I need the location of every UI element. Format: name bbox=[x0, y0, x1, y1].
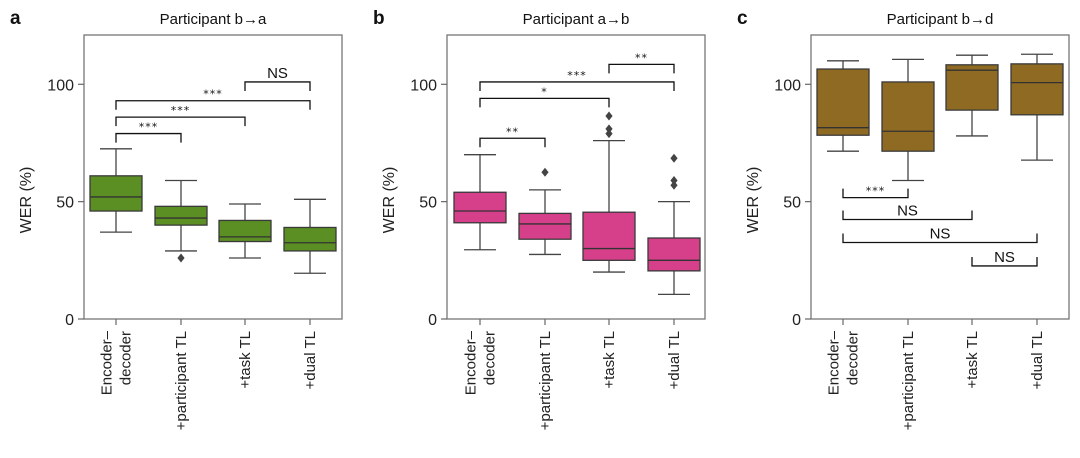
significance-bracket bbox=[479, 137, 546, 148]
y-axis-label: WER (%) bbox=[381, 167, 398, 234]
y-tick-label: 0 bbox=[65, 312, 74, 329]
box-4 bbox=[1010, 53, 1064, 161]
panel-title: Participant b→a bbox=[160, 11, 267, 28]
box-4 bbox=[283, 198, 337, 274]
x-category-label: +dual TL bbox=[666, 331, 683, 390]
iqr-box bbox=[816, 68, 870, 136]
significance-bracket bbox=[115, 132, 182, 143]
y-tick-label: 100 bbox=[47, 77, 74, 94]
box-3 bbox=[945, 54, 999, 137]
iqr-box bbox=[945, 64, 999, 111]
panel-title: Participant b→d bbox=[887, 11, 994, 28]
x-category-label: +participant TL bbox=[537, 331, 554, 430]
significance-label: NS bbox=[994, 249, 1015, 266]
x-category-label: decoder bbox=[845, 331, 862, 385]
x-category-label: Encoder– bbox=[99, 330, 116, 395]
box-1 bbox=[453, 154, 507, 251]
x-category-label: +task TL bbox=[601, 331, 618, 389]
panel-letter: c bbox=[737, 8, 748, 29]
iqr-box bbox=[89, 175, 143, 212]
iqr-box bbox=[518, 212, 572, 240]
outlier-point bbox=[605, 129, 613, 139]
significance-label: *** bbox=[866, 185, 886, 198]
significance-label: * bbox=[541, 85, 548, 98]
box-1 bbox=[89, 148, 143, 233]
x-category-label: +dual TL bbox=[302, 331, 319, 390]
x-category-label: Encoder– bbox=[463, 330, 480, 395]
x-category-label: +participant TL bbox=[173, 331, 190, 430]
significance-label: *** bbox=[139, 121, 159, 134]
outlier-point bbox=[177, 253, 185, 263]
outlier-point bbox=[541, 167, 549, 177]
y-tick-label: 0 bbox=[792, 312, 801, 329]
iqr-box bbox=[218, 219, 272, 243]
outlier-point bbox=[670, 176, 678, 186]
y-tick-label: 100 bbox=[410, 77, 437, 94]
plot-frame bbox=[446, 34, 706, 320]
significance-bracket bbox=[244, 81, 311, 91]
plot-frame bbox=[83, 34, 343, 320]
significance-bracket bbox=[842, 233, 1038, 244]
box-1 bbox=[816, 60, 870, 152]
x-category-label: Encoder– bbox=[826, 330, 843, 395]
significance-bracket bbox=[479, 81, 675, 91]
x-category-label: +task TL bbox=[964, 331, 981, 389]
iqr-box bbox=[881, 81, 935, 152]
significance-bracket bbox=[842, 210, 973, 221]
box-3 bbox=[218, 203, 272, 259]
iqr-box bbox=[154, 205, 208, 226]
significance-bracket bbox=[115, 116, 246, 127]
outlier-point bbox=[670, 153, 678, 163]
significance-label: ** bbox=[635, 51, 648, 64]
significance-bracket bbox=[479, 97, 610, 108]
iqr-box bbox=[1010, 63, 1064, 116]
box-4 bbox=[647, 153, 701, 296]
box-2 bbox=[154, 179, 208, 263]
significance-label: *** bbox=[203, 88, 223, 101]
plot-frame bbox=[810, 34, 1070, 320]
significance-label: NS bbox=[930, 225, 951, 242]
x-category-label: decoder bbox=[482, 331, 499, 385]
y-tick-label: 0 bbox=[428, 312, 437, 329]
significance-label: ** bbox=[506, 125, 519, 138]
significance-label: NS bbox=[897, 202, 918, 219]
y-tick-label: 50 bbox=[56, 195, 74, 212]
x-category-label: +task TL bbox=[237, 331, 254, 389]
outlier-point bbox=[670, 180, 678, 190]
iqr-box bbox=[647, 237, 701, 272]
panel-letter: b bbox=[373, 8, 385, 29]
box-2 bbox=[518, 167, 572, 256]
iqr-box bbox=[283, 226, 337, 252]
x-category-label: +dual TL bbox=[1029, 331, 1046, 390]
y-axis-label: WER (%) bbox=[745, 167, 762, 234]
outlier-point bbox=[605, 124, 613, 134]
outlier-point bbox=[605, 111, 613, 121]
panel-b: b Participant a→b WER (%) 0 50 100 Encoder–… bbox=[373, 8, 706, 430]
significance-label: NS bbox=[267, 65, 288, 82]
panel-a: a Participant b→a WER (%) 0 50 100 Encoder–… bbox=[10, 8, 343, 430]
y-axis-label: WER (%) bbox=[18, 167, 35, 234]
significance-bracket bbox=[971, 256, 1038, 267]
significance-bracket bbox=[115, 100, 311, 110]
iqr-box bbox=[453, 191, 507, 224]
y-tick-label: 100 bbox=[774, 77, 801, 94]
y-tick-label: 50 bbox=[783, 195, 801, 212]
significance-label: *** bbox=[171, 104, 191, 117]
significance-bracket bbox=[842, 188, 909, 199]
box-2 bbox=[881, 58, 935, 182]
panel-title: Participant a→b bbox=[523, 11, 630, 28]
x-category-label: +participant TL bbox=[900, 331, 917, 430]
panel-letter: a bbox=[10, 8, 21, 29]
significance-bracket bbox=[608, 63, 675, 74]
significance-label: *** bbox=[567, 69, 587, 82]
box-3 bbox=[582, 111, 636, 273]
panel-c: c Participant b→d WER (%) 0 50 100 Encoder–… bbox=[737, 8, 1070, 430]
iqr-box bbox=[582, 211, 636, 261]
x-category-label: decoder bbox=[118, 331, 135, 385]
y-tick-label: 50 bbox=[419, 195, 437, 212]
